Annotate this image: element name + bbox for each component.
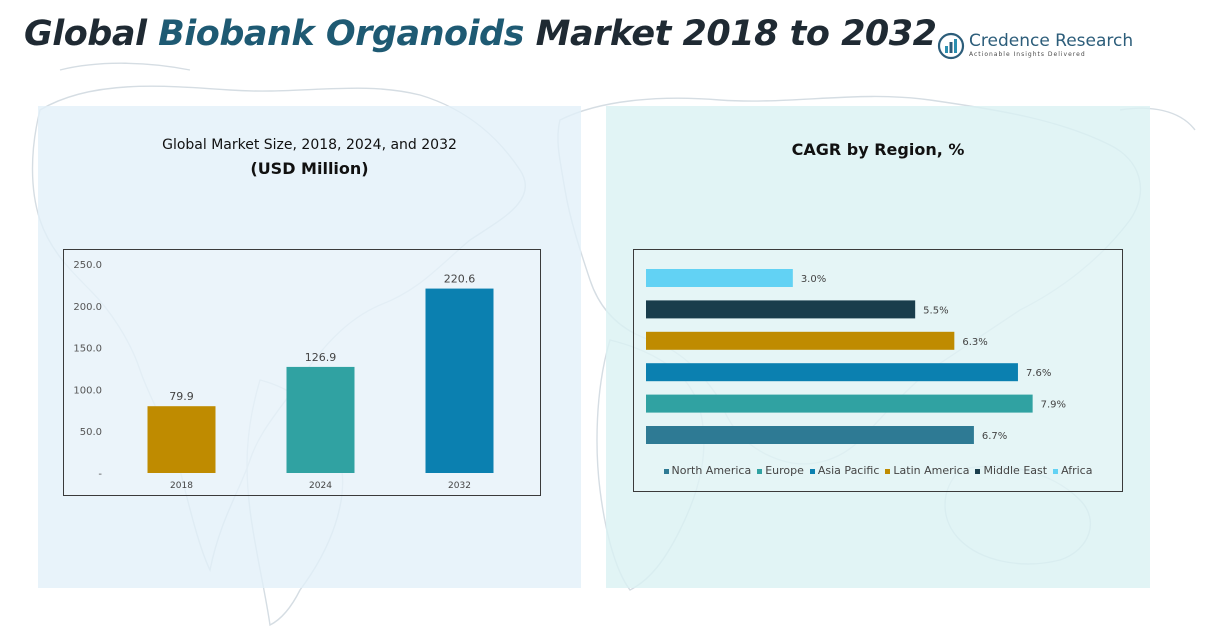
cagr-value-label: 5.5% [923,305,948,316]
cagr-value-label: 6.3% [962,337,987,348]
market-size-panel: Global Market Size, 2018, 2024, and 2032… [38,106,581,588]
x-tick-label: 2024 [309,481,332,491]
legend-item: Middle East [975,464,1047,477]
title-part-2: Market 2018 to 2032 [523,14,937,54]
legend-swatch [885,468,891,474]
cagr-value-label: 7.6% [1026,368,1051,379]
legend-swatch [663,468,669,474]
legend-swatch [975,468,981,474]
title-part-1: Global [24,14,159,54]
legend-item: Latin America [885,464,969,477]
bar-2018 [147,406,216,473]
cagr-value-label: 6.7% [982,431,1007,442]
x-tick-label: 2032 [448,481,471,491]
legend-label: North America [671,464,752,477]
y-tick-label: - [98,469,102,480]
cagr-bar-chart: 3.0% 5.5% 6.3% 7.6% 7.9% 6.7% [646,269,1066,444]
legend-swatch [757,468,763,474]
bar-2024 [286,366,355,473]
credence-logo-icon [937,32,965,60]
cagr-value-label: 3.0% [801,274,826,285]
cagr-bar-asia-pacific [646,363,1018,382]
cagr-bar-latin-america [646,331,955,350]
bar-value-label: 126.9 [305,351,337,364]
bar-2032 [425,288,494,473]
legend-item: Europe [757,464,804,477]
legend-item: Asia Pacific [809,464,880,477]
cagr-chart-title: CAGR by Region, % [791,140,965,159]
cagr-bar-europe [646,394,1033,413]
y-tick-label: 250.0 [73,260,102,271]
legend-label: Africa [1061,464,1093,477]
y-tick-label: 200.0 [73,302,102,313]
x-tick-label: 2018 [170,481,193,491]
y-tick-label: 150.0 [73,344,102,355]
cagr-panel: CAGR by Region, % 3.0% 5.5% 6.3% 7.6% 7.9% 6.… [606,106,1150,588]
logo-tagline: Actionable Insights Delivered [969,51,1086,58]
market-size-chart-title: Global Market Size, 2018, 2024, and 2032 [162,137,457,153]
market-size-bar-chart: - 50.0 100.0 150.0 200.0 250.0 79.9 2018 126.9 20… [73,260,494,491]
cagr-bar-middle-east [646,300,916,319]
cagr-bar-north-america [646,426,974,444]
legend-swatch [809,468,815,474]
cagr-legend: North America Europe Asia Pacific Latin Ame… [634,464,1122,477]
credence-research-logo: Credence Research Actionable Insights De… [937,28,1133,64]
legend-item: North America [663,464,752,477]
cagr-chart-frame: 3.0% 5.5% 6.3% 7.6% 7.9% 6.7% North America Eu… [633,249,1123,492]
legend-label: Europe [765,464,804,477]
page-title: Global Biobank Organoids Market 2018 to … [24,14,937,54]
title-accent: Biobank Organoids [158,14,524,54]
legend-label: Middle East [983,464,1048,477]
cagr-value-label: 7.9% [1041,400,1066,411]
logo-name: Credence Research [969,31,1134,51]
y-tick-label: 50.0 [80,427,102,438]
legend-label: Asia Pacific [817,464,880,477]
bar-value-label: 220.6 [444,273,476,286]
y-tick-label: 100.0 [73,385,102,396]
bar-value-label: 79.9 [169,390,194,403]
legend-swatch [1053,468,1059,474]
market-size-chart-frame: - 50.0 100.0 150.0 200.0 250.0 79.9 2018 126.9 20… [63,249,541,496]
legend-item: Africa [1053,464,1092,477]
cagr-bar-africa [646,269,793,287]
market-size-chart-subtitle: (USD Million) [250,159,369,178]
legend-label: Latin America [893,464,970,477]
